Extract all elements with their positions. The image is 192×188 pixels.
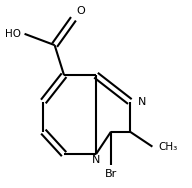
Text: CH₃: CH₃: [158, 142, 177, 152]
Text: HO: HO: [5, 29, 21, 39]
Text: O: O: [76, 6, 85, 16]
Text: N: N: [92, 155, 100, 165]
Text: Br: Br: [105, 169, 117, 179]
Text: N: N: [138, 96, 147, 107]
